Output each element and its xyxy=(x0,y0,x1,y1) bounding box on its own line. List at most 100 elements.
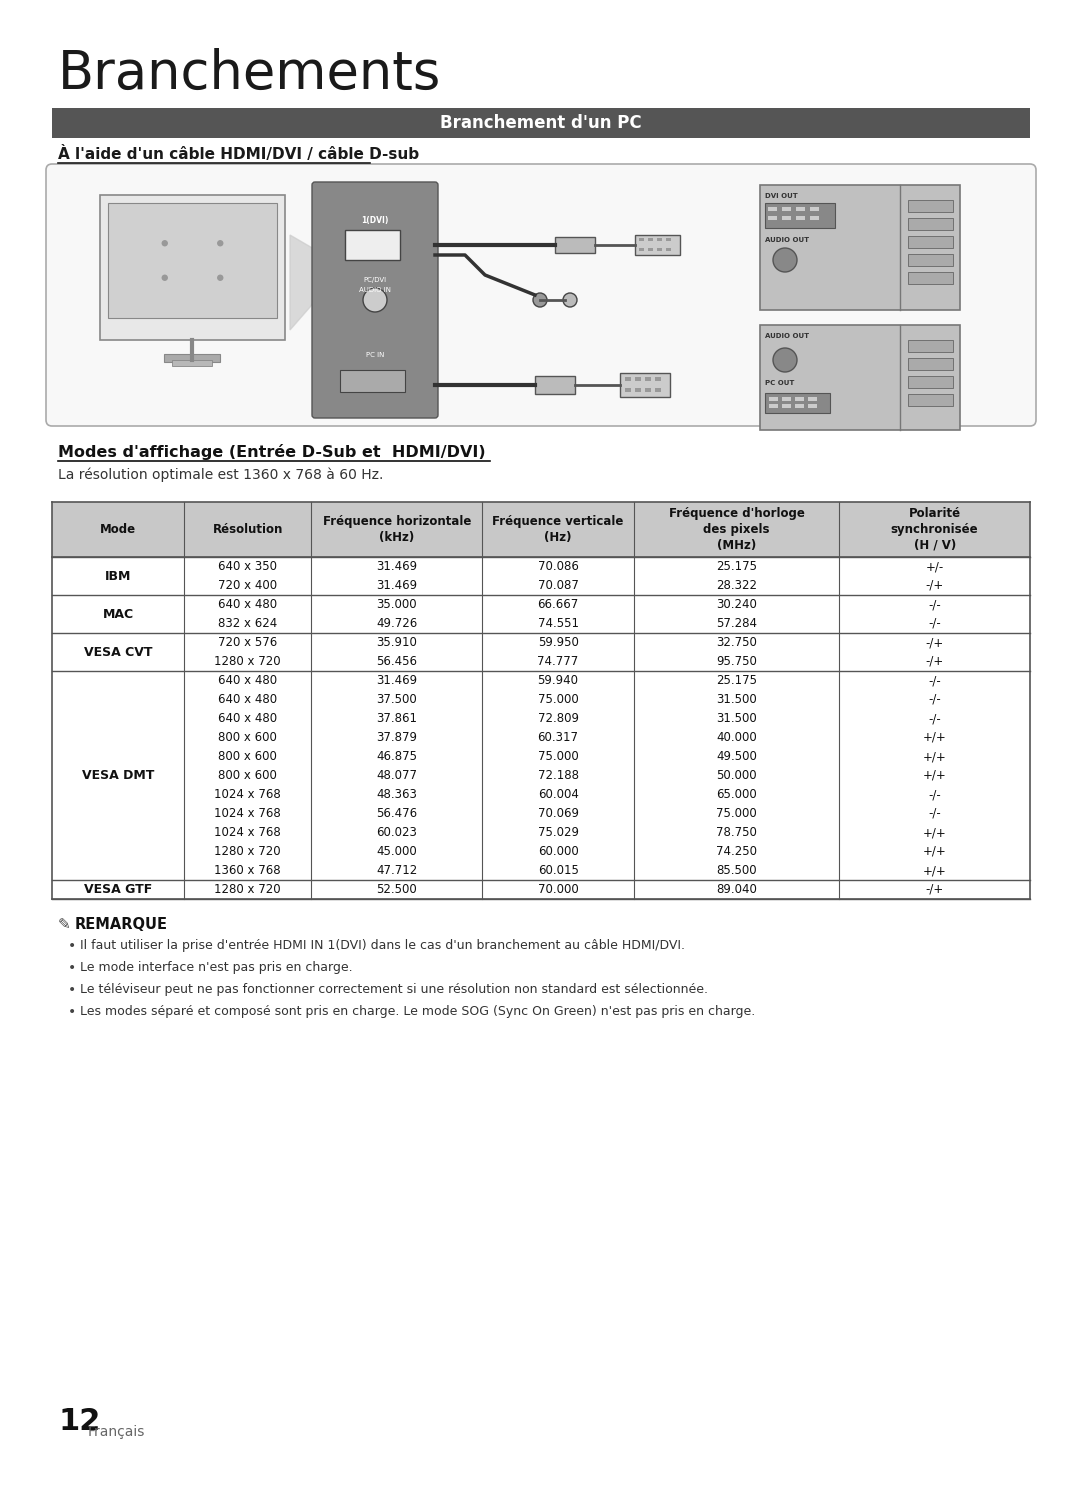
Text: -/+: -/+ xyxy=(926,636,944,648)
Bar xyxy=(769,397,778,400)
Text: +/+: +/+ xyxy=(922,864,946,877)
Circle shape xyxy=(162,241,167,245)
Text: 640 x 480: 640 x 480 xyxy=(218,674,278,687)
Bar xyxy=(796,208,805,211)
Text: 70.086: 70.086 xyxy=(538,560,579,574)
Text: VESA CVT: VESA CVT xyxy=(84,645,152,659)
Bar xyxy=(810,217,819,220)
Circle shape xyxy=(773,248,797,272)
Bar xyxy=(760,326,960,430)
Circle shape xyxy=(218,241,222,245)
Text: Branchements: Branchements xyxy=(58,48,442,100)
Bar xyxy=(908,341,953,353)
Text: 35.910: 35.910 xyxy=(376,636,417,648)
Text: 1024 x 768: 1024 x 768 xyxy=(214,787,281,801)
Text: -/+: -/+ xyxy=(926,580,944,592)
Bar xyxy=(52,108,1030,137)
Text: Branchement d'un PC: Branchement d'un PC xyxy=(441,114,642,131)
Text: 800 x 600: 800 x 600 xyxy=(218,769,278,781)
Bar xyxy=(808,397,816,400)
Text: 85.500: 85.500 xyxy=(716,864,757,877)
Text: 48.077: 48.077 xyxy=(376,769,417,781)
Text: 720 x 576: 720 x 576 xyxy=(218,636,278,648)
Text: REMARQUE: REMARQUE xyxy=(75,917,168,932)
Bar xyxy=(666,238,671,241)
Bar xyxy=(666,248,671,251)
Bar xyxy=(645,376,651,381)
Text: IBM: IBM xyxy=(105,569,131,583)
Text: 45.000: 45.000 xyxy=(376,846,417,858)
Text: 70.069: 70.069 xyxy=(538,807,579,820)
Text: 32.750: 32.750 xyxy=(716,636,757,648)
Text: 28.322: 28.322 xyxy=(716,580,757,592)
Bar xyxy=(810,208,819,211)
Bar xyxy=(654,376,661,381)
Bar xyxy=(172,360,212,366)
Text: Fréquence d'horloge
des pixels
(MHz): Fréquence d'horloge des pixels (MHz) xyxy=(669,506,805,551)
Text: Modes d'affichage (Entrée D-Sub et  HDMI/DVI): Modes d'affichage (Entrée D-Sub et HDMI/… xyxy=(58,444,486,460)
Text: -/-: -/- xyxy=(929,617,941,630)
Text: 72.809: 72.809 xyxy=(538,713,579,725)
Text: 75.000: 75.000 xyxy=(538,750,579,763)
Text: 59.940: 59.940 xyxy=(538,674,579,687)
Text: 57.284: 57.284 xyxy=(716,617,757,630)
Bar xyxy=(765,203,835,229)
Circle shape xyxy=(162,275,167,281)
Text: 31.469: 31.469 xyxy=(376,674,417,687)
Bar xyxy=(796,217,805,220)
Text: 70.000: 70.000 xyxy=(538,883,579,896)
Text: 832 x 624: 832 x 624 xyxy=(218,617,278,630)
Text: ✎: ✎ xyxy=(58,917,71,932)
Text: •: • xyxy=(68,1005,77,1019)
Text: 1280 x 720: 1280 x 720 xyxy=(214,654,281,668)
Bar xyxy=(769,403,778,408)
Bar xyxy=(52,557,1030,899)
Bar xyxy=(908,218,953,230)
Bar xyxy=(782,397,791,400)
Bar xyxy=(765,393,831,412)
Text: 1024 x 768: 1024 x 768 xyxy=(214,826,281,840)
Text: 640 x 480: 640 x 480 xyxy=(218,713,278,725)
Text: 37.879: 37.879 xyxy=(376,731,417,744)
Text: Polarité
synchronisée
(H / V): Polarité synchronisée (H / V) xyxy=(891,506,978,551)
Bar xyxy=(760,185,960,309)
Bar xyxy=(108,203,276,318)
FancyBboxPatch shape xyxy=(312,182,438,418)
Bar xyxy=(908,236,953,248)
Text: VESA GTF: VESA GTF xyxy=(84,883,152,896)
Bar xyxy=(635,376,642,381)
Bar xyxy=(635,388,642,391)
Text: 35.000: 35.000 xyxy=(377,598,417,611)
Bar xyxy=(635,235,680,255)
Text: 640 x 480: 640 x 480 xyxy=(218,598,278,611)
Bar xyxy=(625,376,631,381)
Circle shape xyxy=(773,348,797,372)
Text: 60.317: 60.317 xyxy=(538,731,579,744)
Text: 74.777: 74.777 xyxy=(538,654,579,668)
Text: Fréquence verticale
(Hz): Fréquence verticale (Hz) xyxy=(492,515,624,544)
Text: -/-: -/- xyxy=(929,787,941,801)
Text: Fréquence horizontale
(kHz): Fréquence horizontale (kHz) xyxy=(323,515,471,544)
Bar xyxy=(620,374,670,397)
Text: 50.000: 50.000 xyxy=(716,769,757,781)
Text: +/+: +/+ xyxy=(922,731,946,744)
Text: 1280 x 720: 1280 x 720 xyxy=(214,846,281,858)
Text: +/+: +/+ xyxy=(922,846,946,858)
Text: 49.726: 49.726 xyxy=(376,617,417,630)
Bar xyxy=(795,403,804,408)
Bar xyxy=(908,394,953,406)
Text: 1360 x 768: 1360 x 768 xyxy=(214,864,281,877)
Text: 12: 12 xyxy=(58,1407,100,1436)
Text: 48.363: 48.363 xyxy=(376,787,417,801)
Text: 640 x 480: 640 x 480 xyxy=(218,693,278,707)
Text: 74.250: 74.250 xyxy=(716,846,757,858)
Text: -/+: -/+ xyxy=(926,654,944,668)
Bar xyxy=(535,376,575,394)
Text: 70.087: 70.087 xyxy=(538,580,579,592)
Bar xyxy=(782,208,791,211)
Text: +/-: +/- xyxy=(926,560,944,574)
Text: 25.175: 25.175 xyxy=(716,560,757,574)
Text: 640 x 350: 640 x 350 xyxy=(218,560,278,574)
Bar xyxy=(808,403,816,408)
Text: -/-: -/- xyxy=(929,713,941,725)
